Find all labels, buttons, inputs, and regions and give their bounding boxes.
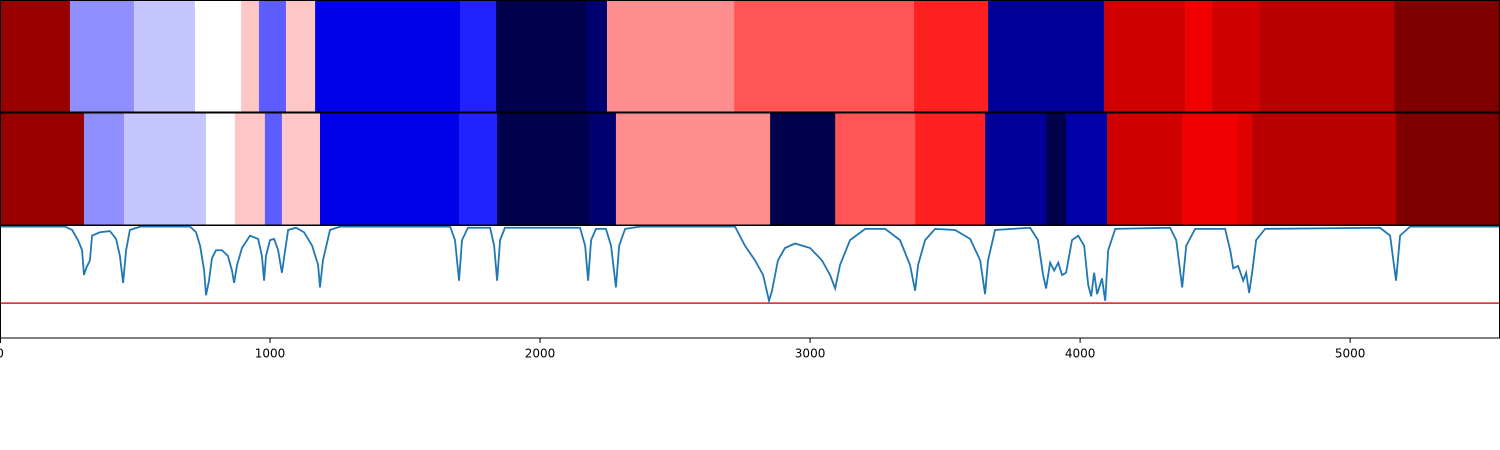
x-tick-label: 2000 — [525, 347, 556, 361]
segment — [258, 0, 287, 112]
segment — [497, 113, 590, 225]
x-tick-label: 3000 — [795, 347, 826, 361]
x-tick-label: 1000 — [255, 347, 286, 361]
segment — [615, 113, 771, 225]
segment — [1252, 113, 1397, 225]
segment — [194, 0, 242, 112]
segment — [281, 113, 321, 225]
segment — [1046, 113, 1067, 225]
segment — [234, 113, 266, 225]
segment — [734, 0, 915, 112]
segment — [496, 0, 588, 112]
segment — [264, 113, 283, 225]
segment — [588, 113, 617, 225]
line — [0, 225, 1500, 305]
segment — [1238, 113, 1253, 225]
segment — [914, 0, 989, 112]
segment — [459, 113, 498, 225]
segment — [460, 0, 497, 112]
segment — [587, 0, 608, 112]
segment — [241, 0, 260, 112]
segment — [1260, 0, 1395, 112]
segment — [206, 113, 236, 225]
panel-frame — [0, 225, 1500, 339]
segment — [285, 0, 316, 112]
x-tick-label: 5000 — [1335, 347, 1366, 361]
segment — [1104, 0, 1186, 112]
x-tick-label: 4000 — [1065, 347, 1096, 361]
segment — [607, 0, 735, 112]
segment — [1394, 0, 1500, 112]
segment — [315, 0, 461, 112]
segment — [915, 113, 986, 225]
segment — [770, 113, 836, 225]
segment — [1185, 0, 1213, 112]
segment — [1182, 113, 1239, 225]
x-tick-label: 0 — [0, 347, 4, 361]
segment — [1066, 113, 1108, 225]
segment — [0, 0, 71, 112]
segment — [133, 0, 196, 112]
segment — [835, 113, 916, 225]
segment — [988, 0, 1105, 112]
segment — [0, 113, 85, 225]
segment — [83, 113, 125, 225]
segment — [985, 113, 1047, 225]
segment — [123, 113, 207, 225]
segment — [319, 113, 460, 225]
segment — [1212, 0, 1261, 112]
segment — [1396, 113, 1500, 225]
segment — [69, 0, 135, 112]
segment — [1107, 113, 1183, 225]
